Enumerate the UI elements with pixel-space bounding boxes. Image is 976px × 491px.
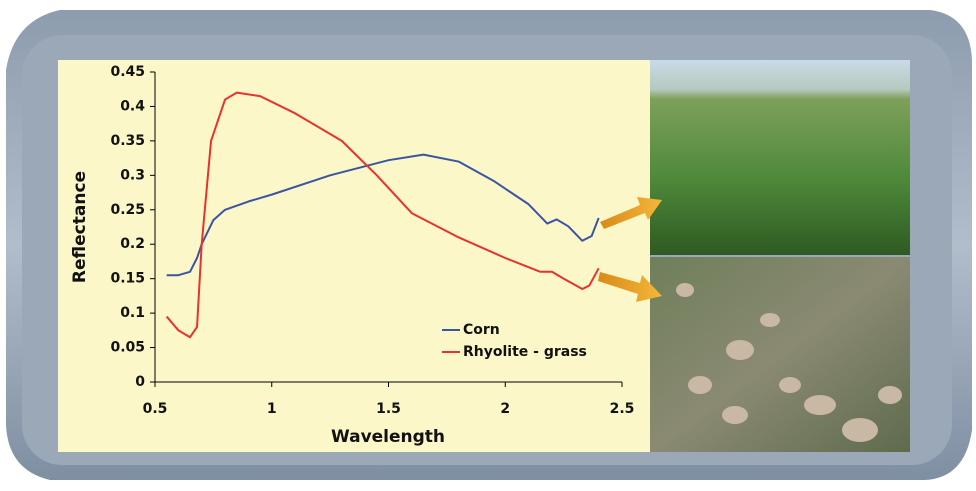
y-tick-label: 0.4: [120, 98, 145, 114]
y-tick-label: 0.05: [110, 340, 145, 356]
y-tick-label: 0: [135, 374, 145, 390]
corn-photo: [650, 60, 910, 255]
figure: Wavelength Reflectance 0 0.05 0.1 0.15 0.2 0.…: [0, 0, 976, 487]
y-tick-label: 0.25: [110, 202, 145, 218]
x-tick-label: 1.5: [376, 401, 401, 417]
chart-panel: [58, 60, 650, 452]
y-tick-label: 0.35: [110, 133, 145, 149]
x-axis-title: Wavelength: [331, 427, 445, 447]
legend-label: Corn: [463, 322, 500, 338]
x-tick-label: 2: [500, 401, 510, 417]
x-tick-label: 2.5: [610, 401, 635, 417]
legend-label: Rhyolite - grass: [463, 344, 587, 360]
y-tick-label: 0.15: [110, 271, 145, 287]
y-tick-label: 0.45: [110, 64, 145, 80]
x-tick-label: 1: [267, 401, 277, 417]
y-tick-label: 0.1: [120, 305, 145, 321]
y-tick-label: 0.3: [120, 167, 145, 183]
y-axis-title: Reflectance: [70, 171, 90, 283]
x-tick-label: 0.5: [143, 401, 168, 417]
y-tick-label: 0.2: [120, 236, 145, 252]
